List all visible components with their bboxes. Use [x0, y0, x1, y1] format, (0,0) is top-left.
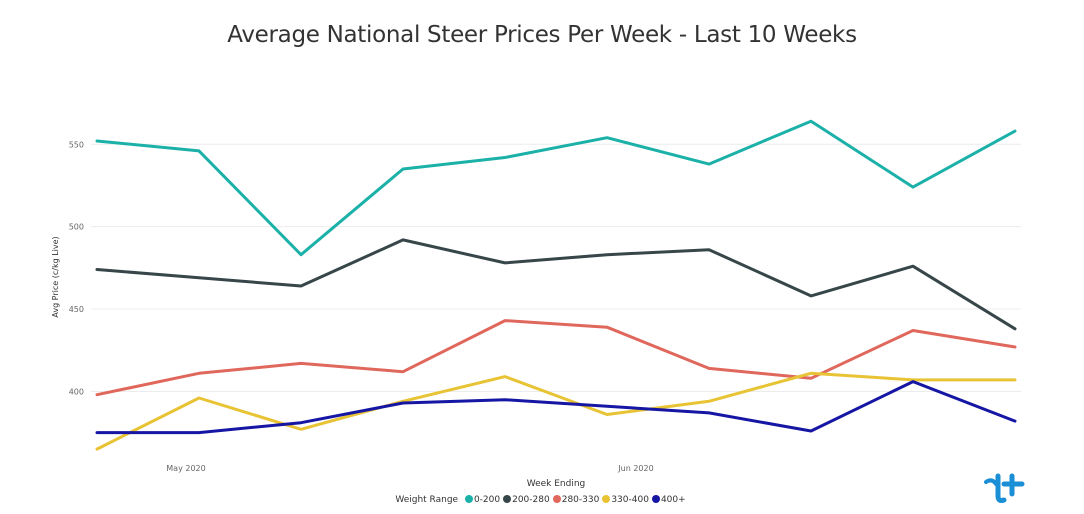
y-axis-label: Avg Price (c/kg Live) — [51, 236, 60, 317]
legend-item-200-280[interactable]: 200-280 — [503, 495, 550, 505]
series-line-0-200 — [95, 119, 1017, 257]
legend-item-280-330[interactable]: 280-330 — [552, 495, 600, 505]
x-tick-label: Jun 2020 — [617, 464, 653, 473]
legend-marker — [552, 495, 561, 503]
gridlines — [91, 143, 1021, 392]
series-line-280-330 — [95, 319, 1017, 397]
legend-marker — [651, 495, 660, 503]
series-lines — [95, 119, 1017, 451]
y-tick-label: 550 — [69, 140, 84, 149]
legend-marker — [464, 495, 473, 503]
y-tick-label: 450 — [69, 305, 84, 314]
legend-label: 400+ — [660, 495, 686, 505]
legend-label: 200-280 — [512, 495, 550, 505]
legend-marker — [602, 495, 611, 503]
legend-label: 280-330 — [561, 495, 600, 505]
legend: Weight Range 0-200 200-280 280-330 330-400 4… — [0, 495, 1084, 505]
y-tick-label: 400 — [69, 387, 84, 396]
chart-title: Average National Steer Prices Per Week -… — [227, 22, 857, 48]
series-line-200-280 — [95, 238, 1017, 331]
legend-item-400+[interactable]: 400+ — [651, 495, 686, 505]
x-tick-label: May 2020 — [166, 464, 205, 473]
legend-title: Weight Range — [395, 495, 459, 505]
legend-label: 330-400 — [611, 495, 649, 505]
y-axis-ticks: 400 450 500 550 — [69, 140, 84, 396]
legend-label: 0-200 — [473, 495, 501, 505]
legend-item-330-400[interactable]: 330-400 — [602, 495, 649, 505]
series-line-330-400 — [95, 371, 1017, 451]
brand-logo-icon — [984, 473, 1025, 503]
x-axis-ticks: May 2020 Jun 2020 — [166, 464, 653, 473]
legend-marker — [503, 495, 512, 503]
legend-item-0-200[interactable]: 0-200 — [464, 495, 501, 505]
series-line-400+ — [95, 380, 1017, 435]
line-chart: 400 450 500 550 May 2020 Jun 2020 Avg Price … — [51, 119, 1021, 489]
y-tick-label: 500 — [69, 223, 84, 232]
x-axis-label: Week Ending — [527, 479, 586, 489]
